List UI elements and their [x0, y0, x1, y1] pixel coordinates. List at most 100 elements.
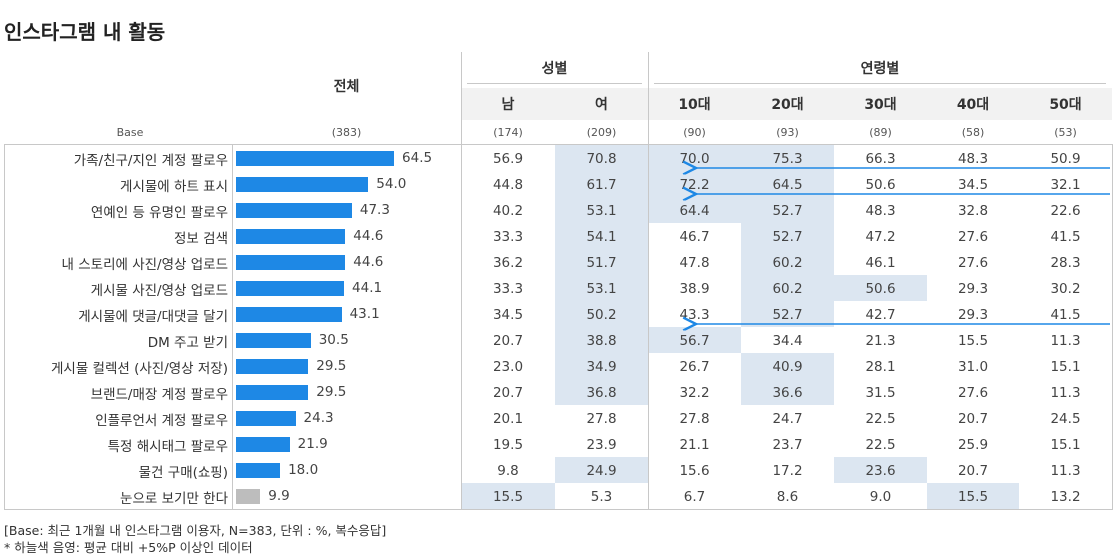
table-cell: 38.9 [679, 281, 710, 297]
highlight-cell [741, 171, 834, 197]
total-value: 44.6 [353, 254, 384, 270]
bar [236, 229, 346, 244]
highlight-cell [834, 275, 927, 301]
table-cell: 64.5 [772, 177, 803, 193]
highlight-cell [555, 301, 648, 327]
row-label: 게시물에 댓글/대댓글 달기 [78, 309, 228, 325]
table-cell: 40.2 [492, 203, 524, 219]
row-label: 눈으로 보기만 한다 [120, 491, 228, 507]
bar [236, 385, 309, 400]
total-value: 21.9 [297, 436, 328, 452]
table-cell: 26.7 [679, 359, 710, 375]
row-label: 물건 구매(쇼핑) [138, 465, 228, 481]
table-cell: 8.6 [776, 489, 799, 505]
highlight-cell [555, 457, 648, 483]
bar [236, 437, 290, 452]
table-cell: 36.8 [586, 385, 617, 401]
table-cell: 56.7 [679, 333, 710, 349]
highlight-cell [555, 197, 648, 223]
highlight-cell [834, 457, 927, 483]
table-cell: 29.3 [957, 281, 989, 297]
total-value: 64.5 [402, 150, 433, 166]
table-cell: 23.6 [865, 463, 896, 479]
table-cell: 28.1 [865, 359, 896, 375]
bar [236, 177, 369, 192]
table-cell: 64.4 [679, 203, 710, 219]
total-base: (383) [331, 126, 362, 139]
row-label: 인플루언서 계정 팔로우 [95, 413, 228, 429]
table-cell: 23.9 [586, 437, 617, 453]
highlight-cell [555, 353, 648, 379]
table-cell: 20.7 [492, 385, 524, 401]
table-cell: 31.0 [957, 359, 989, 375]
total-value: 9.9 [268, 488, 290, 504]
table-cell: 60.2 [772, 281, 803, 297]
table-cell: 33.3 [492, 229, 524, 245]
table-cell: 53.1 [586, 281, 617, 297]
table-cell: 22.5 [865, 437, 896, 453]
row-label: 게시물 사진/영상 업로드 [90, 283, 228, 299]
highlight-cell [461, 483, 555, 509]
table-cell: 54.1 [586, 229, 617, 245]
table-cell: 50.6 [865, 177, 896, 193]
table-cell: 9.0 [869, 489, 892, 505]
table-cell: 23.0 [492, 359, 524, 375]
table-cell: 50.9 [1050, 151, 1081, 167]
total-value: 29.5 [316, 384, 347, 400]
table-cell: 15.1 [1050, 359, 1081, 375]
bar [236, 359, 309, 374]
table-cell: 20.7 [957, 463, 989, 479]
table-cell: 48.3 [957, 151, 989, 167]
table-cell: 6.7 [683, 489, 706, 505]
table-cell: 36.2 [492, 255, 524, 271]
column-base: (58) [961, 126, 985, 139]
table-cell: 47.8 [679, 255, 710, 271]
group-header: 성별 [541, 61, 568, 77]
table-border [4, 509, 1112, 510]
table-cell: 9.8 [497, 463, 519, 479]
highlight-cell [741, 275, 834, 301]
table-cell: 33.3 [492, 281, 524, 297]
column-header: 10대 [678, 97, 711, 113]
chart-title: 인스타그램 내 활동 [4, 20, 166, 44]
row-label: 게시물 컬렉션 (사진/영상 저장) [51, 361, 228, 377]
table-cell: 34.5 [492, 307, 524, 323]
highlight-cell [555, 327, 648, 353]
table-cell: 47.2 [865, 229, 896, 245]
table-cell: 19.5 [492, 437, 524, 453]
row-label: 내 스토리에 사진/영상 업로드 [61, 257, 228, 273]
table-cell: 24.5 [1050, 411, 1081, 427]
row-label: 게시물에 하트 표시 [120, 179, 228, 195]
table-cell: 48.3 [865, 203, 896, 219]
total-value: 29.5 [316, 358, 347, 374]
highlight-cell [555, 379, 648, 405]
table-cell: 27.8 [586, 411, 617, 427]
footnote-base: [Base: 최근 1개월 내 인스타그램 이용자, N=383, 단위 : %… [4, 523, 387, 538]
highlight-cell [741, 145, 834, 171]
table-cell: 30.2 [1050, 281, 1081, 297]
column-base: (53) [1054, 126, 1077, 139]
table-cell: 50.6 [865, 281, 896, 297]
table-cell: 41.5 [1050, 229, 1081, 245]
row-label: 특정 해시태그 팔로우 [107, 439, 228, 455]
row-label: DM 주고 받기 [147, 335, 228, 351]
row-label: 정보 검색 [174, 231, 228, 247]
table-cell: 11.3 [1050, 333, 1081, 349]
highlight-cell [741, 353, 834, 379]
table-cell: 15.6 [679, 463, 710, 479]
table-cell: 56.9 [492, 151, 524, 167]
table-cell: 51.7 [586, 255, 617, 271]
table-cell: 15.5 [492, 489, 524, 505]
bar [236, 281, 345, 296]
bar [236, 255, 346, 270]
table-cell: 46.1 [865, 255, 896, 271]
bar [236, 463, 281, 478]
highlight-cell [741, 223, 834, 249]
row-label: 가족/친구/지인 계정 팔로우 [73, 153, 228, 169]
highlight-cell [648, 327, 741, 353]
column-header: 20대 [771, 97, 804, 113]
highlight-cell [555, 275, 648, 301]
table-cell: 34.5 [957, 177, 989, 193]
table-cell: 27.6 [957, 229, 989, 245]
